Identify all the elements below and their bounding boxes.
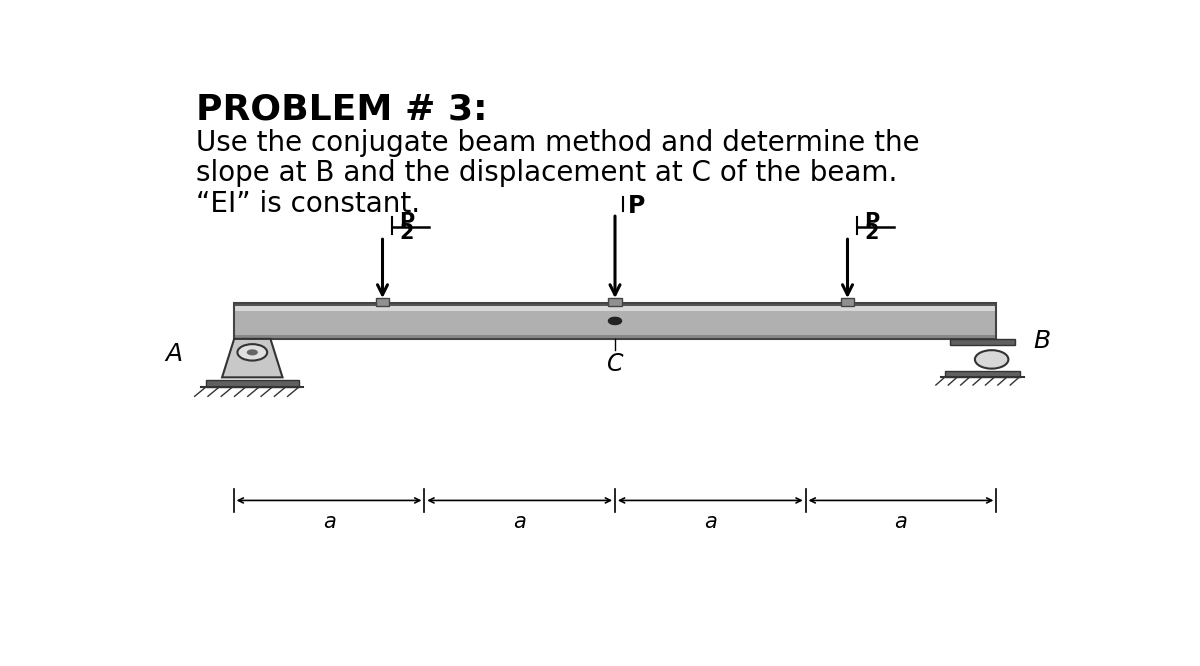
Circle shape [974,350,1008,369]
Bar [234,334,996,339]
Circle shape [238,344,268,360]
Bar [234,306,996,311]
Bar [206,380,299,387]
Bar [234,303,996,339]
Text: P: P [628,194,646,218]
Bar [608,298,622,306]
Text: Use the conjugate beam method and determine the: Use the conjugate beam method and determ… [197,129,920,157]
Bar [950,339,1015,345]
Bar [234,311,996,334]
Text: 2: 2 [400,223,414,243]
Text: slope at B and the displacement at C of the beam.: slope at B and the displacement at C of … [197,159,898,187]
Bar [841,298,854,306]
Text: “EI” is constant.: “EI” is constant. [197,190,421,218]
Text: P: P [864,212,880,232]
Text: A: A [166,342,182,366]
Bar [946,371,1020,377]
Text: PROBLEM # 3:: PROBLEM # 3: [197,93,488,127]
Text: P: P [400,212,414,232]
Text: C: C [607,352,623,376]
Text: a: a [514,512,526,532]
Polygon shape [222,339,282,378]
Text: a: a [704,512,716,532]
Text: 2: 2 [864,223,878,243]
Circle shape [247,349,258,356]
Text: B: B [1033,330,1051,354]
Text: a: a [323,512,336,532]
Text: a: a [895,512,907,532]
Circle shape [608,318,622,324]
Bar [376,298,389,306]
Bar [234,303,996,306]
